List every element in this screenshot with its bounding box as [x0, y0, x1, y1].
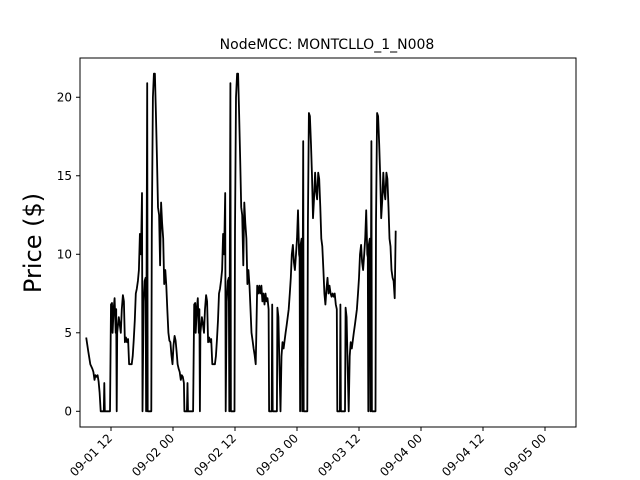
- y-axis: 0 5 10 15 20: [57, 90, 80, 418]
- x-tick-label: 09-04 12: [439, 431, 487, 479]
- y-tick-label: 0: [64, 404, 72, 418]
- y-tick-label: 10: [57, 247, 72, 261]
- x-tick-label: 09-01 12: [67, 431, 115, 479]
- plot-frame: [79, 57, 577, 428]
- chart-title: NodeMCC: MONTCLLO_1_N008: [220, 37, 435, 53]
- x-axis: 09-01 12 09-02 00 09-02 12 09-03 00 09-03 12…: [67, 427, 549, 479]
- x-tick-label: 09-04 00: [377, 431, 425, 479]
- y-tick-label: 15: [57, 169, 72, 183]
- x-tick-label: 09-03 12: [315, 431, 363, 479]
- x-tick-label: 09-02 12: [191, 431, 239, 479]
- y-tick-label: 5: [64, 326, 72, 340]
- series-layer: [85, 72, 397, 413]
- series-line: [85, 72, 397, 413]
- x-tick-label: 09-03 00: [253, 431, 301, 479]
- x-tick-label: 09-02 00: [129, 431, 177, 479]
- y-axis-label: Price ($): [19, 193, 47, 293]
- x-tick-label: 09-05 00: [501, 431, 549, 479]
- y-tick-label: 20: [57, 90, 72, 104]
- plot-area: [80, 58, 576, 427]
